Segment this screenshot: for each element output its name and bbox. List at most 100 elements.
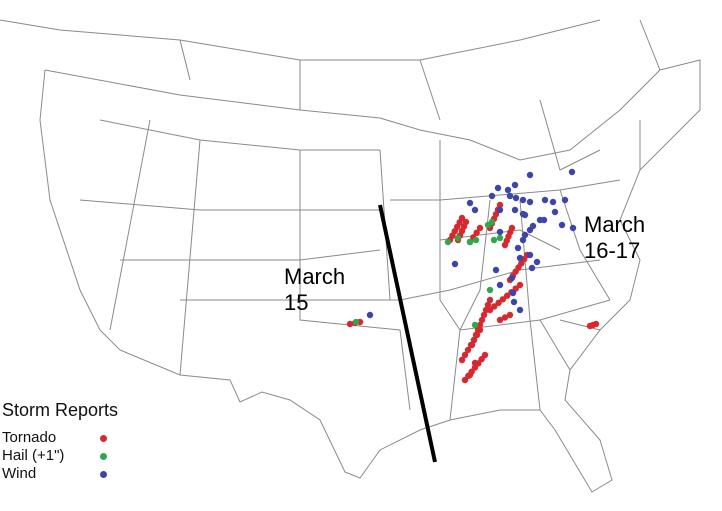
legend-label: Hail (+1") <box>2 447 65 464</box>
border-line <box>539 319 571 371</box>
hail-report-dot <box>466 238 474 246</box>
hail-report-dot <box>490 236 498 244</box>
wind-report-dot <box>516 254 524 262</box>
wind-report-dot <box>521 231 529 239</box>
hail-report-dot <box>454 234 462 242</box>
label-line: 16-17 <box>584 238 641 263</box>
hail-report-dot <box>488 218 496 226</box>
border-line <box>439 229 561 251</box>
border-line <box>449 199 491 421</box>
legend-label: Tornado <box>2 429 57 446</box>
hail-report-dot <box>444 238 452 246</box>
wind-report-dot <box>512 194 520 202</box>
border-line <box>559 319 601 331</box>
wind-report-dot <box>526 226 534 234</box>
wind-report-dot <box>533 258 541 266</box>
wind-report-dot <box>488 192 496 200</box>
legend-item-wind: Wind <box>2 465 112 483</box>
border-line <box>99 119 380 151</box>
legend-item-hail: Hail (+1") <box>2 447 112 465</box>
legend: Storm Reports Tornado Hail (+1") Wind <box>2 400 118 483</box>
border-line <box>419 59 441 121</box>
tornado-report-dot <box>476 224 484 232</box>
border-line <box>399 259 601 301</box>
wind-report-dot <box>568 168 576 176</box>
tornado-report-dot <box>506 311 514 319</box>
tornado-report-dot <box>501 241 509 249</box>
tornado-report-dot <box>466 371 474 379</box>
wind-report-dot <box>511 181 519 189</box>
tornado-report-dot <box>476 321 484 329</box>
border-line <box>109 119 151 331</box>
wind-report-dot <box>451 260 459 268</box>
wind-report-dot <box>496 281 504 289</box>
tornado-report-dot <box>458 356 466 364</box>
hail-dot-icon <box>100 453 107 460</box>
tornado-report-dot <box>484 301 492 309</box>
hail-report-dot <box>352 318 360 326</box>
tornado-report-dot <box>491 303 498 310</box>
wind-report-dot <box>504 186 512 194</box>
border-line <box>390 179 621 201</box>
wind-report-dot <box>506 192 514 200</box>
legend-item-tornado: Tornado <box>2 429 112 447</box>
wind-report-dot <box>519 236 527 244</box>
wind-report-dot <box>569 224 577 232</box>
wind-report-dot <box>549 198 557 206</box>
wind-report-dot <box>366 311 374 319</box>
wind-dot-icon <box>100 471 107 478</box>
tornado-report-dot <box>476 326 484 334</box>
legend-title: Storm Reports <box>2 400 119 420</box>
tornado-report-dot <box>346 320 354 328</box>
wind-report-dot <box>526 198 534 206</box>
divider-line <box>378 204 437 463</box>
hail-report-dot <box>472 236 480 244</box>
wind-report-dot <box>526 171 534 179</box>
wind-report-dot <box>528 264 536 272</box>
label-line: March <box>584 212 646 237</box>
label-march-15: March 15 <box>284 264 345 316</box>
hail-report-dot <box>496 234 504 242</box>
tornado-report-dot <box>461 376 469 384</box>
tornado-report-dot <box>473 331 481 339</box>
legend-label: Wind <box>2 465 37 482</box>
border-line <box>0 19 601 61</box>
tornado-report-dot <box>471 359 479 367</box>
border-line <box>539 99 601 171</box>
border-line <box>179 39 191 81</box>
tornado-report-dot <box>482 306 490 314</box>
wind-report-dot <box>516 306 524 314</box>
wind-report-dot <box>526 251 534 259</box>
tornado-report-dot <box>464 346 472 354</box>
wind-report-dot <box>496 206 504 214</box>
border-line <box>79 199 380 211</box>
border-line <box>39 59 701 493</box>
border-line <box>559 189 611 301</box>
tornado-report-dot <box>499 296 507 303</box>
wind-report-dot <box>496 228 504 236</box>
wind-report-dot <box>558 221 566 229</box>
tornado-report-dot <box>473 229 480 236</box>
hail-report-dot <box>486 286 494 294</box>
tornado-report-dot <box>496 316 504 324</box>
border-line <box>120 249 381 261</box>
wind-report-dot <box>471 206 479 214</box>
tornado-report-dot <box>486 296 494 304</box>
label-line: 15 <box>284 290 309 315</box>
label-march-16-17: March 16-17 <box>584 212 645 264</box>
wind-report-dot <box>519 196 527 204</box>
wind-report-dot <box>466 199 474 207</box>
label-line: March <box>284 264 346 289</box>
tornado-report-dot <box>516 281 524 289</box>
tornado-report-dot <box>470 336 478 344</box>
wind-report-dot <box>492 266 500 274</box>
tornado-report-dot <box>467 341 475 349</box>
hail-report-dot <box>471 321 479 329</box>
tornado-report-dot <box>592 320 600 328</box>
wind-report-dot <box>541 196 549 204</box>
tornado-report-dot <box>501 314 509 321</box>
border-line <box>639 19 661 71</box>
tornado-dot-icon <box>100 435 107 442</box>
wind-report-dot <box>540 216 548 224</box>
